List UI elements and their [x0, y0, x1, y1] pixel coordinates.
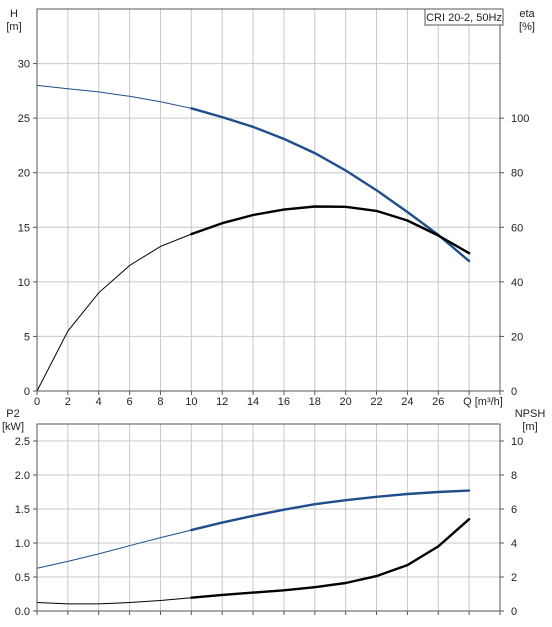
right-tick-label: 20 [511, 331, 523, 343]
right-axis-title: NPSH [515, 408, 546, 420]
right-tick-label: 2 [511, 572, 517, 584]
right-tick-label: 4 [511, 538, 517, 550]
left-axis-title: H [10, 8, 18, 20]
x-tick-label: 18 [309, 396, 321, 408]
series-1-operating-range [190, 205, 471, 255]
x-tick-label: 10 [185, 396, 197, 408]
x-tick-label: 4 [96, 396, 102, 408]
plot-frame [36, 423, 501, 612]
right-tick-label: 100 [511, 113, 529, 125]
right-tick-label: 60 [511, 222, 523, 234]
right-tick-label: 0 [511, 606, 517, 618]
right-axis-unit: [m] [522, 421, 537, 433]
left-tick-label: 0.5 [15, 572, 30, 584]
series-0-operating-range [190, 489, 471, 532]
right-tick-label: 40 [511, 277, 523, 289]
left-axis-unit: [kW] [2, 421, 24, 433]
right-tick-label: 0 [511, 386, 517, 398]
left-tick-label: 0 [24, 386, 30, 398]
left-tick-label: 0.0 [15, 606, 30, 618]
x-tick-label: 24 [401, 396, 413, 408]
x-axis-label: Q [m³/h] [463, 396, 503, 408]
power-npsh-panel: 0.0 0.5 1.0 1.5 2.0 2.5 0 2 4 6 8 10 P2[kW] NPSH[m] [2, 408, 545, 618]
right-tick-label: 8 [511, 470, 517, 482]
left-tick-label: 2.5 [15, 436, 30, 448]
x-tick-label: 0 [34, 396, 40, 408]
x-tick-label: 26 [432, 396, 444, 408]
x-tick-label: 14 [247, 396, 259, 408]
series-0-operating-range [190, 107, 471, 263]
right-tick-label: 6 [511, 504, 517, 516]
pump-label: CRI 20-2, 50Hz [426, 12, 502, 24]
left-tick-label: 20 [18, 168, 30, 180]
left-tick-label: 10 [18, 277, 30, 289]
x-tick-label: 16 [278, 396, 290, 408]
plot-frame [36, 8, 501, 392]
left-tick-label: 25 [18, 113, 30, 125]
left-tick-label: 5 [24, 331, 30, 343]
left-tick-label: 30 [18, 59, 30, 71]
right-axis-title: eta [519, 8, 535, 20]
pump-label-box: CRI 20-2, 50Hz [424, 8, 504, 26]
right-tick-label: 10 [511, 436, 523, 448]
left-tick-label: 15 [18, 222, 30, 234]
x-tick-label: 8 [157, 396, 163, 408]
series-1-operating-range [190, 518, 471, 599]
x-tick-label: 6 [127, 396, 133, 408]
x-tick-label: 12 [216, 396, 228, 408]
right-tick-label: 80 [511, 168, 523, 180]
left-tick-label: 1.5 [15, 504, 30, 516]
x-tick-label: 22 [370, 396, 382, 408]
right-axis-unit: [%] [519, 21, 535, 33]
left-axis-unit: [m] [6, 21, 21, 33]
left-tick-label: 2.0 [15, 470, 30, 482]
x-tick-label: 20 [340, 396, 352, 408]
left-tick-label: 1.0 [15, 538, 30, 550]
left-axis-title: P2 [6, 408, 19, 420]
x-tick-label: 2 [65, 396, 71, 408]
